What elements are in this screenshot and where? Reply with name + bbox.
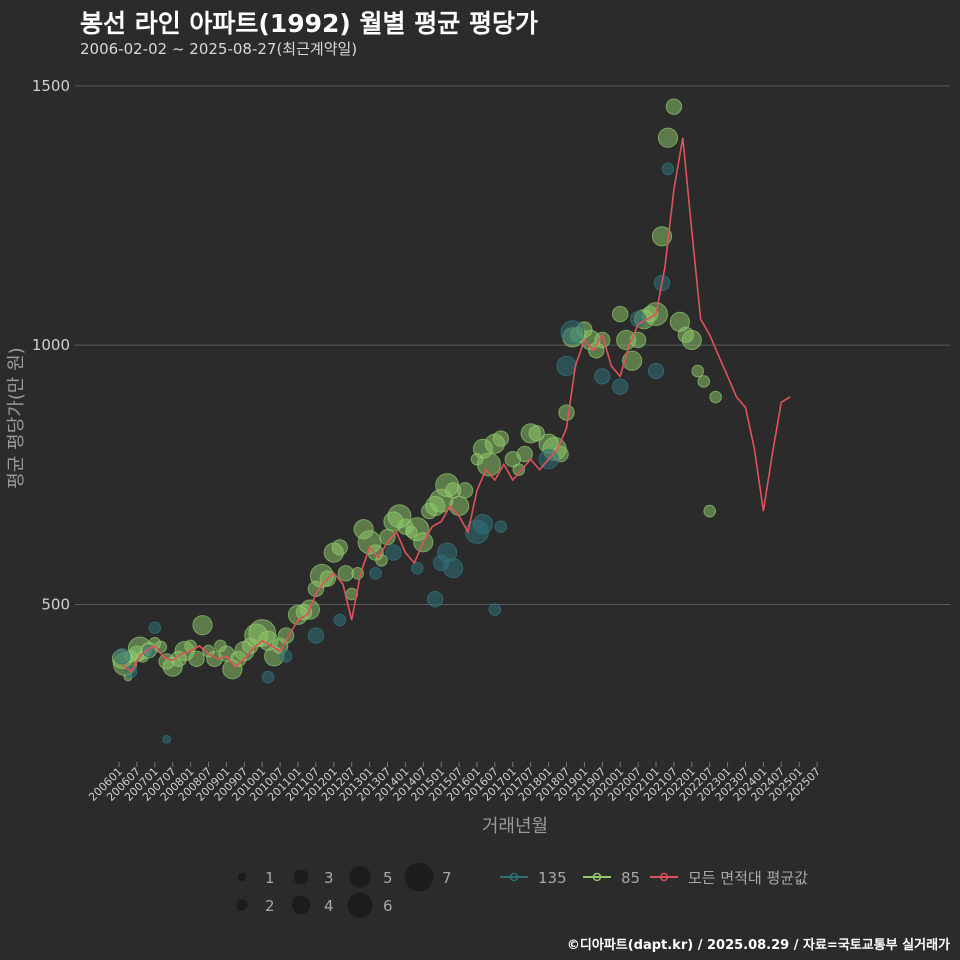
point-135 xyxy=(427,591,444,608)
y-tick-label: 1000 xyxy=(32,336,70,354)
point-85 xyxy=(449,495,470,517)
legend-size-marker xyxy=(293,869,309,885)
legend-size-marker xyxy=(404,862,434,892)
legend-series-label: 모든 면적대 평균값 xyxy=(688,869,808,887)
point-85 xyxy=(691,364,705,378)
point-135 xyxy=(594,368,611,385)
point-85 xyxy=(697,375,711,388)
point-135 xyxy=(261,670,275,684)
point-135 xyxy=(411,561,424,575)
point-135 xyxy=(385,544,402,561)
point-85 xyxy=(612,305,629,323)
legend-size-label: 1 xyxy=(265,869,275,887)
point-135 xyxy=(560,320,585,345)
legend-series-label: 85 xyxy=(621,869,640,887)
legend-size-marker xyxy=(291,895,311,915)
point-85 xyxy=(476,452,501,477)
chart-title: 봉선 라인 아파트(1992) 월별 평균 평당가 xyxy=(80,9,538,38)
legend-size-label: 4 xyxy=(324,897,334,915)
point-85 xyxy=(558,404,575,421)
point-135 xyxy=(661,162,675,176)
point-135 xyxy=(162,734,172,744)
point-85 xyxy=(492,430,510,447)
point-85 xyxy=(331,539,348,556)
legend-size-marker xyxy=(349,866,371,888)
legend-size-marker xyxy=(237,872,247,882)
point-85 xyxy=(657,127,679,148)
legend-series-label: 135 xyxy=(538,869,567,887)
legend-size-label: 2 xyxy=(265,897,275,915)
x-axis-title: 거래년월 xyxy=(482,816,548,837)
legend-size-marker xyxy=(347,892,373,918)
point-85 xyxy=(516,445,533,463)
legend-size-label: 6 xyxy=(383,897,393,915)
point-135 xyxy=(443,558,464,579)
legend-series-marker xyxy=(592,872,602,882)
y-axis-title: 평균 평당가(만 원) xyxy=(6,347,27,488)
chart-subtitle: 2006-02-02 ~ 2025-08-27(최근계약일) xyxy=(80,40,358,58)
point-135 xyxy=(612,378,629,395)
point-85 xyxy=(456,482,474,499)
point-85 xyxy=(629,331,647,349)
legend-size-label: 5 xyxy=(383,869,393,887)
point-85 xyxy=(337,565,354,582)
point-85 xyxy=(192,615,213,636)
legend-series-marker xyxy=(509,872,519,882)
point-85 xyxy=(681,329,702,351)
point-85 xyxy=(154,640,168,654)
point-135 xyxy=(556,355,577,377)
point-85 xyxy=(512,463,526,476)
mean-line xyxy=(121,137,791,674)
source-caption: ©디아파트(dapt.kr) / 2025.08.29 / 자료=국토교통부 실… xyxy=(566,938,950,953)
point-135 xyxy=(494,520,508,533)
point-135 xyxy=(148,621,162,635)
point-135 xyxy=(369,567,382,580)
point-135 xyxy=(279,649,293,663)
point-135 xyxy=(333,613,347,627)
point-135 xyxy=(142,644,156,658)
point-85 xyxy=(651,226,673,247)
legend-size-marker xyxy=(236,899,248,911)
point-135 xyxy=(113,648,131,665)
point-135 xyxy=(472,513,494,535)
point-85 xyxy=(703,504,717,518)
point-135 xyxy=(488,603,502,616)
point-85 xyxy=(622,350,643,371)
point-85 xyxy=(528,425,545,442)
point-135 xyxy=(647,362,665,380)
y-tick-label: 500 xyxy=(41,595,70,613)
point-85 xyxy=(184,639,197,653)
point-85 xyxy=(709,390,722,404)
legend-size-label: 3 xyxy=(324,869,334,887)
y-tick-label: 1500 xyxy=(32,77,70,95)
legend-series-marker xyxy=(659,872,669,882)
point-135 xyxy=(307,627,325,644)
point-85 xyxy=(277,627,295,644)
point-85 xyxy=(188,650,205,668)
legend-size-label: 7 xyxy=(442,869,452,887)
point-85 xyxy=(665,98,683,115)
point-85 xyxy=(594,331,611,349)
